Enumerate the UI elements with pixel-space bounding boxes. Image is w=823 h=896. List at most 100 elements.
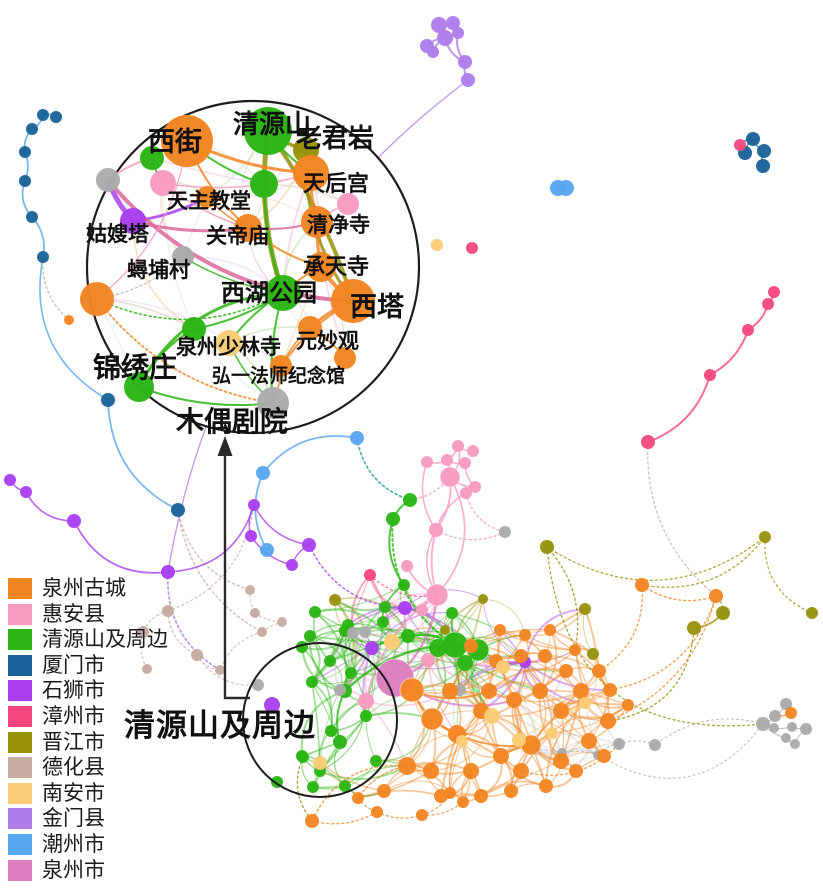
graph-node <box>305 814 319 828</box>
graph-node <box>421 456 433 468</box>
graph-node <box>359 626 371 638</box>
inset-node-label: 姑嫂塔 <box>86 222 150 246</box>
inset-node <box>298 316 322 340</box>
graph-edge <box>520 743 620 776</box>
graph-node <box>459 457 471 469</box>
graph-edge <box>502 666 553 734</box>
graph-node <box>26 123 38 135</box>
graph-edge <box>406 710 482 767</box>
legend-item: 德化县 <box>8 757 168 779</box>
graph-node <box>746 132 760 146</box>
graph-node <box>307 781 319 793</box>
graph-edge <box>709 329 749 376</box>
graph-edge <box>482 598 526 636</box>
inset-node <box>140 146 164 170</box>
graph-node <box>50 111 62 123</box>
graph-node <box>302 538 316 552</box>
graph-node <box>358 693 374 709</box>
graph-node <box>546 727 558 739</box>
inset-node <box>216 330 242 356</box>
graph-node <box>37 251 49 263</box>
graph-node <box>709 589 723 603</box>
graph-node <box>457 655 473 671</box>
graph-node <box>587 648 599 660</box>
graph-edge <box>448 715 493 794</box>
graph-node <box>446 607 458 619</box>
graph-node <box>403 493 417 507</box>
graph-node <box>532 683 548 699</box>
legend-item-label: 厦门市 <box>42 652 105 677</box>
inset-node <box>306 252 336 282</box>
legend-item: 潮州市 <box>8 831 168 856</box>
graph-node <box>734 139 746 151</box>
graph-edge <box>391 518 456 646</box>
graph-node <box>215 665 225 675</box>
graph-node <box>431 239 443 251</box>
legend-swatch <box>8 578 32 599</box>
graph-node <box>790 739 800 749</box>
graph-node <box>360 710 372 722</box>
graph-node <box>769 723 779 733</box>
graph-node <box>20 486 32 498</box>
graph-edge <box>314 584 405 613</box>
graph-edge <box>487 667 568 693</box>
graph-node <box>573 683 589 699</box>
graph-node <box>137 626 149 638</box>
graph-node <box>352 792 364 804</box>
graph-edge <box>539 690 599 756</box>
graph-edge <box>550 670 567 754</box>
graph-node <box>324 655 336 667</box>
graph-edge <box>314 611 348 692</box>
graph-node <box>519 629 531 641</box>
graph-node <box>386 512 400 526</box>
legend-item-label: 潮州市 <box>42 831 105 856</box>
graph-node <box>161 565 175 579</box>
inset-node-label: 清净寺 <box>307 213 370 237</box>
legend-swatch <box>8 859 32 881</box>
graph-edge <box>465 492 506 533</box>
graph-node <box>377 616 389 628</box>
graph-node <box>441 454 453 466</box>
graph-node <box>600 713 616 729</box>
inset-node-label: 西街 <box>148 127 202 158</box>
graph-node <box>350 431 364 445</box>
legend-item: 南安市 <box>8 780 168 805</box>
graph-node <box>325 725 337 737</box>
legend-swatch <box>8 603 32 625</box>
graph-edge <box>518 702 586 741</box>
graph-node <box>460 487 472 499</box>
legend-item-label: 南安市 <box>42 780 105 805</box>
inset-edge <box>96 298 274 404</box>
graph-node <box>613 738 625 750</box>
graph-edge <box>448 710 482 794</box>
inset-node <box>150 170 176 196</box>
graph-node <box>245 585 255 595</box>
graph-node <box>420 707 444 731</box>
graph-node <box>437 30 453 46</box>
graph-edge <box>510 732 553 792</box>
graph-node <box>434 789 448 803</box>
graph-node <box>440 625 450 635</box>
graph-edge <box>524 608 586 637</box>
graph-node <box>467 445 479 457</box>
legend-item: 金门县 <box>8 808 168 830</box>
inset-edge <box>162 172 312 199</box>
inset-node-label: 承天寺 <box>303 255 369 280</box>
graph-node <box>416 604 428 616</box>
graph-node <box>345 667 357 679</box>
graph-edge <box>524 661 586 704</box>
graph-node <box>641 435 655 449</box>
graph-node <box>635 578 649 592</box>
legend-swatch <box>8 833 32 855</box>
graph-node <box>452 440 464 452</box>
graph-node <box>716 606 730 620</box>
inset-node <box>337 193 359 215</box>
graph-node <box>286 559 298 571</box>
graph-edge <box>647 441 717 597</box>
graph-edge <box>365 621 384 702</box>
graph-node <box>64 315 74 325</box>
graph-node <box>506 692 522 708</box>
graph-edge <box>430 715 493 772</box>
graph-node <box>398 757 416 775</box>
